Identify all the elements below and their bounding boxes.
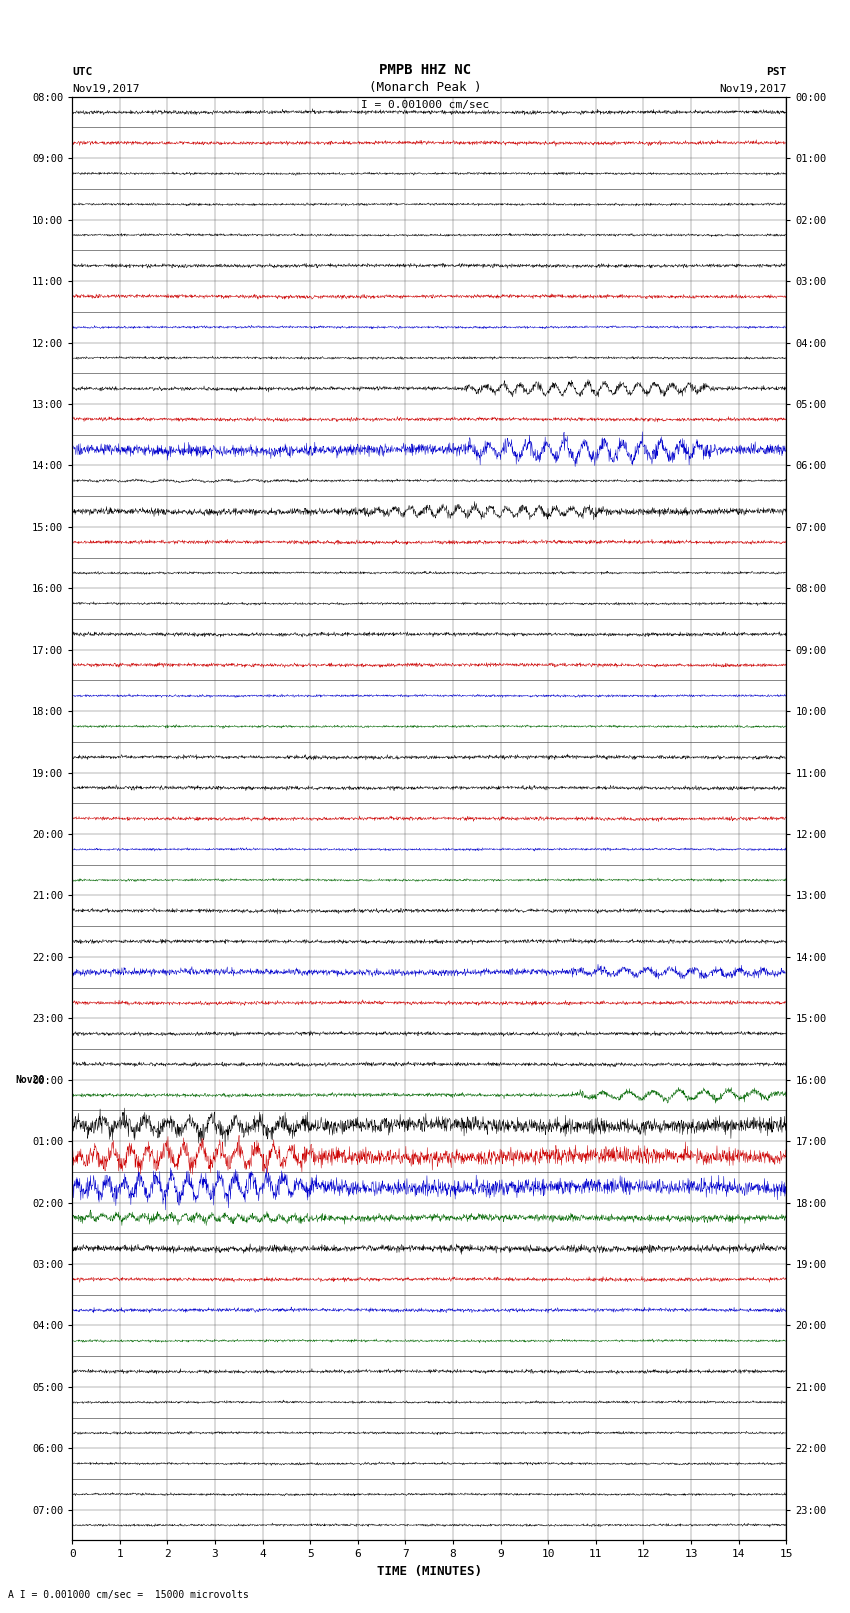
X-axis label: TIME (MINUTES): TIME (MINUTES): [377, 1565, 482, 1578]
Text: Nov19,2017: Nov19,2017: [719, 84, 786, 94]
Text: PMPB HHZ NC: PMPB HHZ NC: [379, 63, 471, 77]
Text: UTC: UTC: [72, 68, 93, 77]
Text: Nov19,2017: Nov19,2017: [72, 84, 139, 94]
Text: A I = 0.001000 cm/sec =  15000 microvolts: A I = 0.001000 cm/sec = 15000 microvolts: [8, 1590, 249, 1600]
Text: I = 0.001000 cm/sec: I = 0.001000 cm/sec: [361, 100, 489, 110]
Text: Nov20: Nov20: [15, 1074, 44, 1084]
Text: PST: PST: [766, 68, 786, 77]
Text: (Monarch Peak ): (Monarch Peak ): [369, 81, 481, 94]
